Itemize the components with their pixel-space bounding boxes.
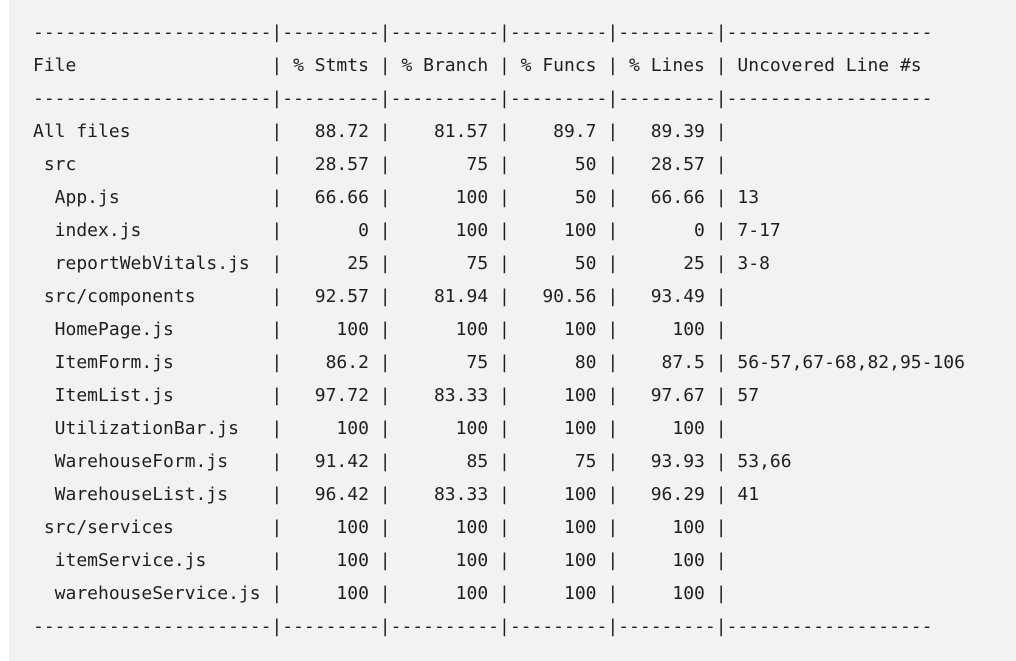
separator-line-top: ----------------------|---------|-------… xyxy=(33,22,933,43)
table-row: reportWebVitals.js | 25 | 75 | 50 | 25 |… xyxy=(33,253,770,274)
table-row: ItemForm.js | 86.2 | 75 | 80 | 87.5 | 56… xyxy=(33,352,965,373)
separator-line-header: ----------------------|---------|-------… xyxy=(33,88,933,109)
table-row: itemService.js | 100 | 100 | 100 | 100 | xyxy=(33,550,727,571)
table-row: WarehouseForm.js | 91.42 | 85 | 75 | 93.… xyxy=(33,451,792,472)
separator-line-bottom: ----------------------|---------|-------… xyxy=(33,616,933,637)
table-row: src | 28.57 | 75 | 50 | 28.57 | xyxy=(33,154,727,175)
coverage-report: ----------------------|---------|-------… xyxy=(33,16,965,643)
table-row: ItemList.js | 97.72 | 83.33 | 100 | 97.6… xyxy=(33,385,760,406)
table-row: WarehouseList.js | 96.42 | 83.33 | 100 |… xyxy=(33,484,760,505)
table-row: index.js | 0 | 100 | 100 | 0 | 7-17 xyxy=(33,220,781,241)
table-row: App.js | 66.66 | 100 | 50 | 66.66 | 13 xyxy=(33,187,760,208)
table-row: HomePage.js | 100 | 100 | 100 | 100 | xyxy=(33,319,727,340)
table-row: src/services | 100 | 100 | 100 | 100 | xyxy=(33,517,727,538)
table-row: UtilizationBar.js | 100 | 100 | 100 | 10… xyxy=(33,418,727,439)
table-row: src/components | 92.57 | 81.94 | 90.56 |… xyxy=(33,286,727,307)
table-header: File | % Stmts | % Branch | % Funcs | % … xyxy=(33,55,922,76)
coverage-code-block: ----------------------|---------|-------… xyxy=(9,0,1016,661)
table-row: warehouseService.js | 100 | 100 | 100 | … xyxy=(33,583,727,604)
table-row: All files | 88.72 | 81.57 | 89.7 | 89.39… xyxy=(33,121,727,142)
